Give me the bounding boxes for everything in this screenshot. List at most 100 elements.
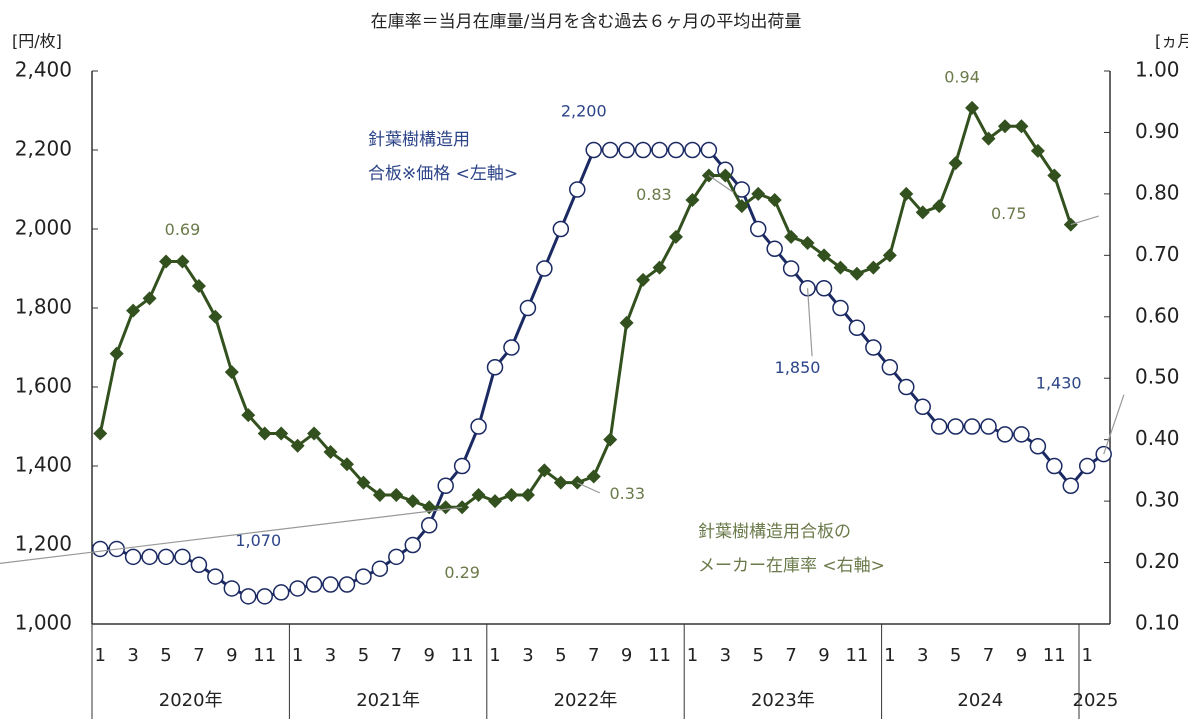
- marker: [1046, 457, 1063, 475]
- marker: [963, 418, 981, 435]
- data-label: 0.75: [991, 204, 1027, 223]
- x-tick-label: 5: [752, 645, 763, 666]
- legend-label: メーカー在庫率 <右軸>: [698, 556, 885, 576]
- marker: [700, 141, 718, 159]
- series-line: [100, 148, 1105, 598]
- x-tick-label: 7: [983, 645, 994, 666]
- y-tick-label: 2,200: [15, 137, 72, 161]
- marker: [126, 303, 141, 318]
- marker: [372, 487, 387, 502]
- marker: [290, 438, 305, 453]
- marker: [437, 477, 454, 494]
- y-tick-label: 1,800: [15, 295, 72, 319]
- data-label: 0.33: [609, 484, 645, 503]
- marker: [866, 260, 881, 275]
- data-label: 1,430: [1036, 374, 1082, 393]
- x-tick-label: 9: [423, 645, 434, 666]
- marker: [849, 266, 864, 281]
- marker: [1013, 426, 1030, 443]
- data-label: 0.83: [636, 185, 672, 204]
- x-tick-label: 1: [884, 645, 895, 666]
- marker: [488, 494, 503, 509]
- marker: [438, 500, 453, 515]
- leader-line: [708, 174, 734, 193]
- y-tick-label: 1,000: [15, 611, 72, 635]
- marker: [603, 432, 618, 447]
- marker: [766, 240, 783, 257]
- x-tick-label: 11: [451, 645, 474, 666]
- x-tick-label: 1: [489, 645, 500, 666]
- marker: [667, 141, 685, 159]
- marker: [356, 475, 371, 490]
- y-axis-label: [円/枚]: [12, 32, 62, 51]
- marker: [159, 254, 174, 269]
- marker: [536, 260, 553, 277]
- marker: [420, 517, 438, 534]
- x-tick-label: 3: [917, 645, 928, 666]
- marker: [537, 463, 552, 478]
- x-tick-label: 3: [127, 645, 138, 666]
- marker: [1047, 168, 1062, 183]
- marker: [305, 576, 323, 593]
- marker: [930, 418, 948, 435]
- y2-tick-label: 0.20: [1135, 549, 1180, 573]
- marker: [817, 248, 832, 263]
- data-label: 1,070: [235, 531, 281, 550]
- x-tick-label: 7: [391, 645, 402, 666]
- marker: [932, 199, 947, 214]
- x-tick-label: 1: [687, 645, 698, 666]
- marker: [124, 548, 142, 566]
- marker: [470, 418, 487, 435]
- group-label: 2023年: [751, 690, 815, 711]
- marker: [142, 291, 157, 306]
- x-tick-label: 3: [720, 645, 731, 666]
- marker: [389, 487, 404, 502]
- marker: [965, 100, 980, 115]
- marker: [1062, 477, 1080, 494]
- marker: [504, 487, 519, 502]
- marker: [651, 141, 668, 159]
- marker: [91, 540, 109, 558]
- marker: [767, 193, 782, 208]
- marker: [272, 584, 290, 601]
- marker: [1029, 438, 1047, 455]
- marker: [503, 339, 520, 356]
- y2-tick-label: 0.30: [1135, 488, 1180, 512]
- legend-label: 合板※価格 <左軸>: [368, 164, 518, 184]
- y-tick-label: 1,200: [15, 532, 72, 556]
- leader-line: [0, 506, 463, 564]
- y2-tick-label: 0.90: [1135, 119, 1180, 143]
- marker: [224, 365, 239, 380]
- marker: [898, 378, 915, 396]
- group-label: 2021年: [356, 690, 420, 711]
- marker: [749, 220, 767, 238]
- data-label: 0.29: [444, 563, 480, 582]
- marker: [634, 141, 652, 159]
- marker: [619, 315, 634, 330]
- x-tick-label: 7: [588, 645, 599, 666]
- marker: [141, 548, 158, 566]
- marker: [782, 260, 800, 277]
- marker: [601, 141, 619, 159]
- marker: [274, 426, 289, 441]
- x-tick-label: 9: [818, 645, 829, 666]
- marker: [388, 548, 405, 566]
- marker: [585, 141, 602, 159]
- marker: [751, 186, 766, 201]
- marker: [899, 186, 914, 201]
- marker: [404, 536, 422, 554]
- x-tick-label: 1: [292, 645, 303, 666]
- marker: [93, 426, 108, 441]
- x-tick-label: 5: [358, 645, 369, 666]
- marker: [109, 346, 124, 361]
- leader-line: [806, 288, 813, 357]
- marker: [914, 398, 931, 415]
- x-tick-label: 11: [1043, 645, 1066, 666]
- marker: [174, 548, 191, 566]
- chart-title: 在庫率＝当月在庫量/当月を含む過去６ヶ月の平均出荷量: [371, 12, 802, 32]
- marker: [915, 205, 930, 220]
- group-label: 2020年: [159, 690, 223, 711]
- leader-line: [577, 482, 601, 494]
- marker: [1014, 119, 1029, 134]
- marker: [486, 359, 504, 376]
